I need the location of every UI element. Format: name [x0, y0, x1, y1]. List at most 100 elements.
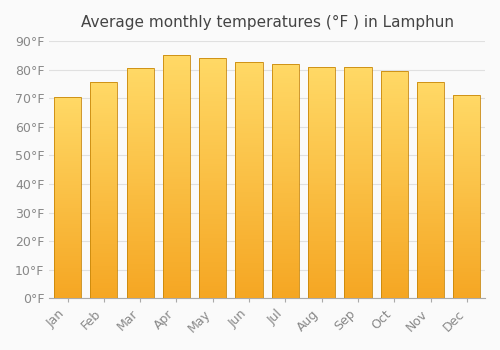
- Bar: [163, 165, 190, 167]
- Bar: [380, 91, 408, 94]
- Bar: [272, 249, 299, 252]
- Bar: [344, 206, 372, 208]
- Bar: [453, 113, 480, 116]
- Bar: [54, 191, 81, 194]
- Bar: [308, 254, 335, 257]
- Bar: [417, 258, 444, 260]
- Bar: [308, 85, 335, 88]
- Bar: [54, 177, 81, 180]
- Bar: [199, 212, 226, 214]
- Bar: [54, 199, 81, 202]
- Bar: [126, 248, 154, 250]
- Bar: [417, 229, 444, 231]
- Bar: [272, 256, 299, 259]
- Bar: [126, 79, 154, 82]
- Bar: [199, 133, 226, 135]
- Bar: [90, 87, 118, 89]
- Bar: [126, 119, 154, 121]
- Bar: [236, 220, 262, 223]
- Bar: [380, 194, 408, 196]
- Bar: [199, 152, 226, 154]
- Bar: [90, 244, 118, 247]
- Bar: [380, 239, 408, 241]
- Bar: [236, 169, 262, 171]
- Bar: [453, 268, 480, 270]
- Bar: [344, 120, 372, 122]
- Bar: [163, 111, 190, 114]
- Bar: [90, 98, 118, 100]
- Bar: [236, 225, 262, 228]
- Bar: [308, 289, 335, 292]
- Bar: [417, 98, 444, 100]
- Bar: [54, 232, 81, 234]
- Bar: [163, 204, 190, 206]
- Bar: [453, 181, 480, 183]
- Bar: [126, 140, 154, 142]
- Bar: [126, 142, 154, 144]
- Bar: [417, 193, 444, 195]
- Bar: [308, 143, 335, 146]
- Bar: [417, 82, 444, 299]
- Bar: [344, 254, 372, 257]
- Bar: [199, 63, 226, 65]
- Bar: [344, 74, 372, 76]
- Bar: [199, 157, 226, 159]
- Bar: [308, 104, 335, 106]
- Bar: [199, 291, 226, 294]
- Bar: [90, 260, 118, 262]
- Bar: [308, 264, 335, 266]
- Bar: [163, 216, 190, 218]
- Bar: [417, 113, 444, 115]
- Bar: [199, 161, 226, 164]
- Bar: [54, 266, 81, 268]
- Bar: [272, 282, 299, 285]
- Bar: [236, 121, 262, 124]
- Bar: [453, 276, 480, 278]
- Bar: [453, 270, 480, 272]
- Bar: [417, 186, 444, 188]
- Bar: [90, 164, 118, 167]
- Bar: [344, 217, 372, 220]
- Bar: [126, 174, 154, 176]
- Bar: [380, 169, 408, 171]
- Bar: [344, 148, 372, 150]
- Bar: [163, 87, 190, 89]
- Bar: [54, 125, 81, 127]
- Bar: [199, 65, 226, 68]
- Bar: [308, 71, 335, 74]
- Bar: [380, 71, 408, 299]
- Bar: [344, 143, 372, 146]
- Bar: [453, 217, 480, 219]
- Bar: [54, 169, 81, 172]
- Bar: [126, 144, 154, 146]
- Bar: [380, 282, 408, 285]
- Bar: [417, 253, 444, 255]
- Bar: [380, 119, 408, 121]
- Bar: [163, 104, 190, 106]
- Bar: [417, 247, 444, 249]
- Bar: [380, 232, 408, 235]
- Bar: [163, 68, 190, 70]
- Bar: [308, 275, 335, 278]
- Bar: [126, 292, 154, 294]
- Bar: [417, 167, 444, 169]
- Bar: [308, 76, 335, 78]
- Bar: [453, 236, 480, 238]
- Bar: [126, 216, 154, 218]
- Bar: [163, 274, 190, 276]
- Bar: [163, 135, 190, 138]
- Bar: [453, 136, 480, 138]
- Bar: [344, 213, 372, 215]
- Bar: [308, 287, 335, 289]
- Bar: [54, 276, 81, 278]
- Bar: [308, 208, 335, 210]
- Bar: [236, 164, 262, 166]
- Bar: [126, 128, 154, 130]
- Bar: [308, 129, 335, 132]
- Bar: [199, 104, 226, 106]
- Bar: [380, 178, 408, 180]
- Bar: [126, 181, 154, 183]
- Bar: [308, 127, 335, 129]
- Bar: [308, 88, 335, 90]
- Bar: [236, 216, 262, 218]
